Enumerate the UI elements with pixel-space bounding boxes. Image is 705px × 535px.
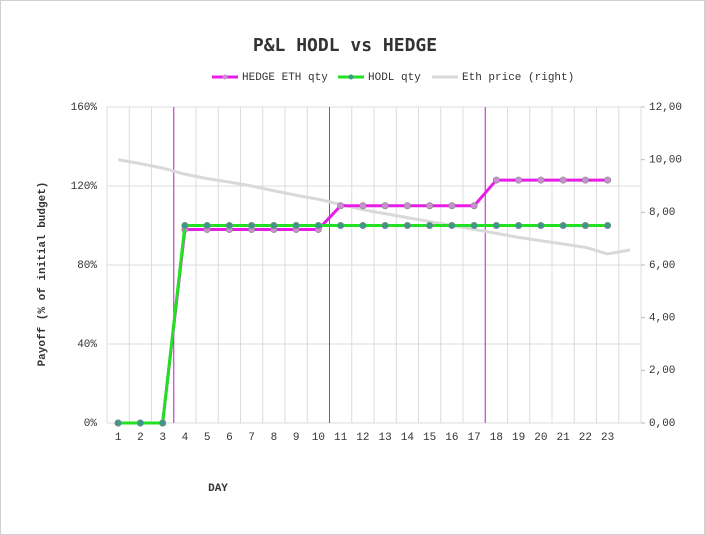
plot <box>114 158 631 427</box>
y2-tick-label: 0,00 <box>649 418 675 430</box>
y-tick-label: 40% <box>77 339 97 351</box>
point <box>114 419 122 427</box>
x-tick-label: 20 <box>534 432 547 444</box>
point <box>270 222 278 230</box>
legend-marker <box>348 74 354 80</box>
point <box>426 222 434 230</box>
point <box>515 222 523 230</box>
point <box>448 202 456 210</box>
x-tick-label: 2 <box>137 432 144 444</box>
point <box>403 202 411 210</box>
point <box>537 176 545 184</box>
chart-title: P&L HODL vs HEDGE <box>253 35 437 56</box>
x-tick-label: 13 <box>379 432 392 444</box>
x-tick-label: 6 <box>226 432 233 444</box>
legend-marker <box>222 74 228 80</box>
point <box>136 419 144 427</box>
point <box>559 176 567 184</box>
y-tick-label: 80% <box>77 260 97 272</box>
point <box>359 222 367 230</box>
point <box>314 222 322 230</box>
point <box>604 176 612 184</box>
x-tick-label: 19 <box>512 432 525 444</box>
x-tick-label: 21 <box>557 432 571 444</box>
point <box>492 176 500 184</box>
point <box>492 222 500 230</box>
point <box>470 202 478 210</box>
y-tick-label: 120% <box>71 181 98 193</box>
legend-label: Eth price (right) <box>462 72 574 84</box>
point <box>403 222 411 230</box>
y2-tick-label: 12,00 <box>649 102 682 114</box>
point <box>337 222 345 230</box>
y2-tick-label: 6,00 <box>649 260 675 272</box>
x-tick-label: 5 <box>204 432 211 444</box>
point <box>248 222 256 230</box>
y-tick-label: 0% <box>84 418 98 430</box>
x-tick-label: 1 <box>115 432 122 444</box>
legend-label: HODL qty <box>368 72 421 84</box>
x-tick-label: 9 <box>293 432 300 444</box>
x-tick-label: 22 <box>579 432 592 444</box>
point <box>292 222 300 230</box>
x-tick-label: 17 <box>468 432 481 444</box>
x-tick-label: 23 <box>601 432 614 444</box>
x-tick-label: 8 <box>271 432 278 444</box>
point <box>604 222 612 230</box>
y2-tick-label: 2,00 <box>649 365 675 377</box>
series-line <box>117 158 631 256</box>
point <box>359 202 367 210</box>
x-tick-label: 7 <box>248 432 255 444</box>
x-tick-label: 15 <box>423 432 436 444</box>
point <box>537 222 545 230</box>
x-tick-label: 11 <box>334 432 348 444</box>
point <box>559 222 567 230</box>
point <box>426 202 434 210</box>
x-tick-label: 16 <box>445 432 458 444</box>
point <box>581 222 589 230</box>
point <box>337 202 345 210</box>
y-tick-label: 160% <box>71 102 98 114</box>
x-axis-title: DAY <box>208 483 228 495</box>
point <box>159 419 167 427</box>
y2-tick-label: 8,00 <box>649 207 675 219</box>
x-tick-label: 4 <box>182 432 189 444</box>
point <box>203 222 211 230</box>
point <box>515 176 523 184</box>
point <box>581 176 589 184</box>
point <box>470 222 478 230</box>
x-tick-label: 3 <box>159 432 166 444</box>
point <box>448 222 456 230</box>
y-axis-title: Payoff (% of initial budget) <box>37 182 49 367</box>
y2-tick-label: 4,00 <box>649 313 675 325</box>
y2-tick-label: 10,00 <box>649 155 682 167</box>
x-tick-label: 14 <box>401 432 415 444</box>
x-tick-label: 18 <box>490 432 503 444</box>
point <box>181 222 189 230</box>
x-tick-label: 12 <box>356 432 369 444</box>
legend-label: HEDGE ETH qty <box>242 72 328 84</box>
point <box>381 222 389 230</box>
separators <box>173 107 486 423</box>
point <box>381 202 389 210</box>
x-tick-label: 10 <box>312 432 325 444</box>
point <box>225 222 233 230</box>
